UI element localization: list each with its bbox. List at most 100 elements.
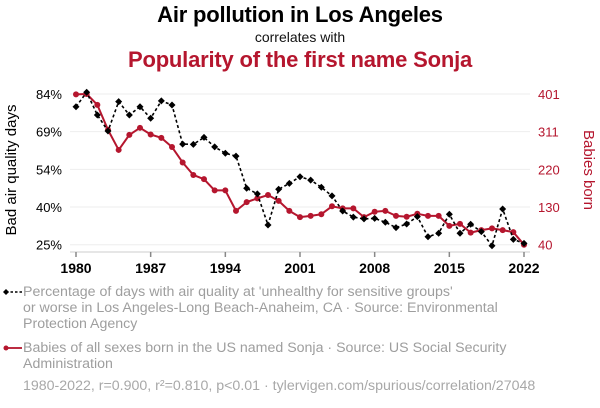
data-point-air-quality (157, 97, 165, 105)
data-point-sonja (446, 222, 453, 229)
data-point-air-quality (339, 207, 347, 215)
y-axis-label-left: Bad air quality days (3, 105, 20, 236)
data-point-air-quality (147, 114, 155, 122)
data-point-air-quality (307, 176, 315, 184)
data-point-sonja (190, 171, 197, 178)
data-point-sonja (201, 176, 207, 183)
x-tick-label: 2022 (508, 260, 539, 276)
data-point-sonja (286, 207, 293, 214)
data-point-sonja (499, 227, 506, 234)
data-point-air-quality (317, 183, 325, 191)
data-point-sonja (382, 207, 389, 214)
x-tick-label: 2015 (434, 260, 465, 276)
chart-title: Air pollution in Los Angeles (157, 2, 443, 27)
data-point-sonja (393, 212, 399, 219)
y-tick-label-left: 40% (36, 200, 62, 215)
legend-text-line: Percentage of days with air quality at '… (23, 284, 453, 300)
data-point-sonja (489, 225, 495, 232)
x-tick-label: 2001 (284, 260, 315, 276)
chart-title-secondary: Popularity of the first name Sonja (127, 47, 473, 72)
legend-text-line: Protection Agency (23, 316, 138, 332)
x-tick-label: 2008 (359, 260, 390, 276)
legend-text-line: or worse in Los Angeles-Long Beach-Anahe… (23, 300, 498, 316)
data-point-air-quality (413, 213, 421, 221)
data-point-air-quality (456, 229, 464, 237)
data-point-air-quality (72, 103, 80, 111)
data-point-air-quality (520, 239, 528, 247)
data-point-air-quality (125, 111, 133, 119)
legend-text-line: Administration (23, 356, 113, 372)
data-point-air-quality (243, 184, 251, 192)
data-point-air-quality (349, 213, 357, 221)
data-point-sonja (371, 208, 378, 215)
data-point-air-quality (83, 88, 91, 96)
data-point-air-quality (221, 149, 229, 157)
y-tick-label-right: 311 (538, 125, 559, 140)
data-point-air-quality (168, 101, 176, 109)
data-point-air-quality (104, 127, 112, 135)
legend-swatch-dashed-diamond (3, 289, 22, 295)
data-point-sonja (233, 207, 239, 214)
data-point-air-quality (445, 210, 453, 218)
data-point-air-quality (253, 190, 261, 198)
data-point-air-quality (328, 192, 336, 200)
data-point-air-quality (381, 218, 389, 226)
legend-swatch-solid-circle (3, 345, 22, 351)
y-axis-label-right: Babies born (580, 130, 597, 210)
data-point-sonja (457, 220, 463, 227)
y-tick-label-right: 220 (538, 162, 560, 177)
chart-footer-stats: 1980-2022, r=0.900, r²=0.810, p<0.01 · t… (23, 378, 536, 394)
data-point-sonja (403, 213, 410, 220)
data-point-air-quality (477, 228, 485, 236)
data-point-sonja (265, 192, 271, 199)
data-point-sonja (350, 205, 357, 212)
data-point-air-quality (467, 220, 475, 228)
data-point-sonja (147, 131, 154, 138)
legend-text-line: Babies of all sexes born in the US named… (23, 340, 507, 356)
y-tick-label-right: 401 (538, 87, 560, 102)
data-point-sonja (275, 197, 282, 204)
y-tick-label-left: 25% (36, 238, 62, 253)
data-point-sonja (158, 134, 165, 141)
data-point-air-quality (360, 215, 368, 223)
y-tick-label-right: 130 (538, 200, 560, 215)
data-point-air-quality (403, 220, 411, 228)
data-point-sonja (179, 159, 186, 166)
data-point-sonja (126, 131, 133, 138)
x-tick-label: 1980 (60, 260, 91, 276)
data-point-sonja (211, 187, 218, 194)
data-point-sonja (307, 212, 314, 219)
data-point-sonja (425, 212, 431, 219)
data-point-sonja (318, 211, 325, 218)
chart-plot: 84% 401 69% 311 54% 220 40% 130 25% 40 1980 1987 199… (3, 87, 597, 276)
data-point-air-quality (509, 235, 517, 243)
data-point-air-quality (211, 143, 219, 151)
data-point-air-quality (264, 221, 272, 229)
data-point-sonja (467, 229, 474, 236)
data-point-sonja (329, 203, 335, 210)
data-point-air-quality (488, 242, 496, 250)
data-point-sonja (297, 214, 303, 221)
data-point-sonja (435, 212, 442, 219)
data-point-air-quality (232, 152, 240, 160)
y-tick-label-right: 40 (538, 238, 552, 253)
data-point-air-quality (371, 214, 379, 222)
data-point-air-quality (275, 185, 283, 193)
data-point-air-quality (296, 173, 304, 181)
data-point-sonja (222, 187, 229, 194)
data-point-air-quality (189, 140, 197, 148)
y-tick-label-left: 84% (36, 87, 62, 102)
data-point-air-quality (424, 233, 432, 241)
data-point-air-quality (136, 103, 144, 111)
data-point-air-quality (115, 98, 123, 106)
data-point-air-quality (499, 205, 507, 213)
data-point-air-quality (93, 111, 101, 119)
chart-subtitle: correlates with (254, 29, 346, 45)
data-point-air-quality (179, 140, 187, 148)
data-point-sonja (243, 199, 250, 206)
data-point-sonja (169, 144, 175, 151)
data-point-air-quality (200, 133, 208, 141)
data-point-air-quality (285, 179, 293, 187)
y-tick-label-left: 69% (36, 125, 62, 140)
y-tick-label-left: 54% (36, 162, 62, 177)
